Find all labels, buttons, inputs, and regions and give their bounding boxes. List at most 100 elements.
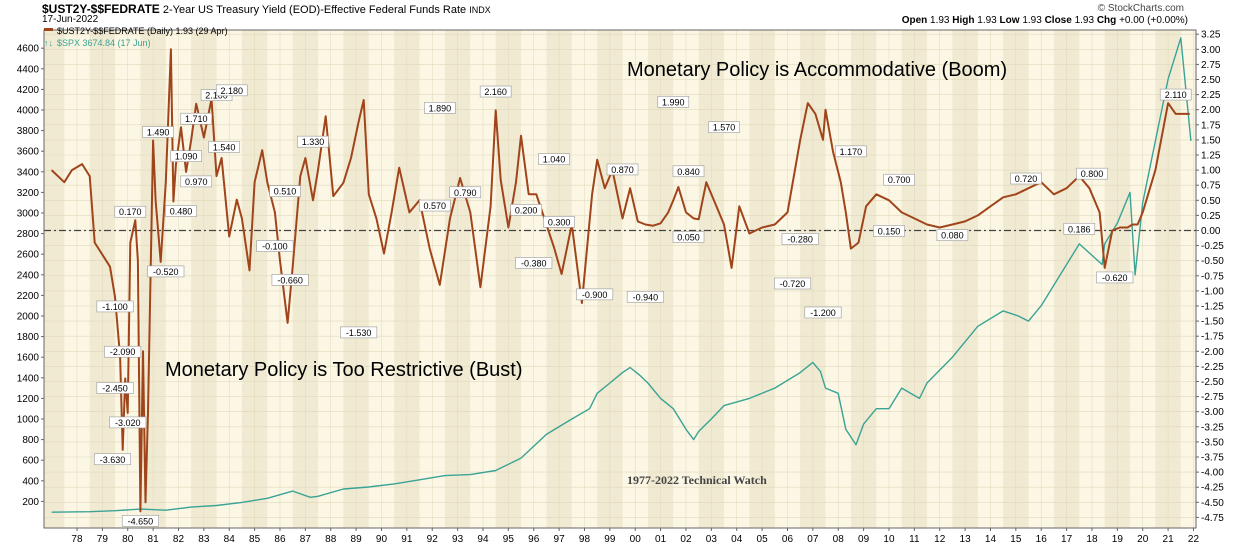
value-label-text: -2.450 — [102, 383, 128, 393]
value-label-box — [1096, 271, 1134, 284]
x-tick-label: 86 — [274, 534, 286, 545]
value-label-box — [180, 175, 213, 188]
left-tick-label: 3000 — [17, 209, 40, 220]
value-label: 0.870 — [606, 163, 639, 176]
x-tick-label: 93 — [452, 534, 464, 545]
value-label-box — [256, 240, 294, 252]
value-label-text: 0.080 — [941, 231, 964, 241]
value-label: 0.840 — [672, 165, 705, 178]
low-label: Low — [999, 15, 1020, 26]
value-label: -0.660 — [271, 274, 309, 286]
value-label-box — [576, 288, 614, 301]
left-tick-label: 2600 — [17, 250, 40, 261]
left-tick-label: 1600 — [17, 353, 40, 364]
left-tick-label: 4200 — [17, 85, 40, 96]
value-label-text: -0.380 — [521, 258, 547, 268]
right-tick-label: -4.00 — [1201, 468, 1224, 479]
x-tick-label: 10 — [883, 534, 895, 545]
low-value: 1.93 — [1022, 15, 1042, 26]
x-tick-label: 99 — [604, 534, 616, 545]
value-label-box — [170, 150, 202, 162]
open-value: 1.93 — [930, 15, 950, 26]
value-label-text: -0.940 — [633, 292, 659, 302]
x-tick-label: 17 — [1061, 534, 1073, 545]
value-label-text: 0.510 — [274, 187, 297, 197]
value-label: 1.890 — [424, 102, 456, 114]
value-label-text: 0.700 — [888, 175, 911, 185]
value-label-text: 2.160 — [484, 87, 507, 97]
x-tick-label: 00 — [630, 534, 642, 545]
x-tick-label: 90 — [376, 534, 388, 545]
value-label-box — [781, 233, 819, 245]
value-label-text: 0.300 — [548, 217, 571, 227]
left-tick-label: 2400 — [17, 270, 40, 281]
watermark: 1977-2022 Technical Watch — [627, 473, 767, 487]
value-label-box — [104, 345, 142, 358]
left-tick-label: 800 — [22, 435, 39, 446]
x-tick-label: 84 — [224, 534, 236, 545]
value-label: 0.150 — [873, 225, 905, 237]
value-label: 0.970 — [180, 175, 213, 188]
left-tick-label: 1200 — [17, 394, 40, 405]
right-tick-label: -3.75 — [1201, 453, 1224, 464]
left-tick-label: 2200 — [17, 291, 40, 302]
value-label-box — [515, 257, 553, 269]
value-label-box — [1063, 222, 1096, 235]
value-label-box — [804, 306, 842, 319]
value-label-text: 1.330 — [302, 137, 325, 147]
value-label: -0.940 — [626, 290, 664, 303]
x-tick-label: 87 — [300, 534, 312, 545]
value-label-box — [340, 326, 378, 339]
left-tick-label: 1400 — [17, 373, 40, 384]
value-label-box — [147, 265, 185, 278]
x-tick-label: 06 — [782, 534, 794, 545]
value-label: 1.090 — [170, 150, 202, 162]
value-label-text: 0.870 — [611, 165, 634, 175]
value-label-box — [297, 135, 329, 148]
value-label: -1.530 — [340, 326, 378, 339]
value-label-text: -4.650 — [128, 516, 154, 526]
value-label-text: 1.040 — [543, 155, 566, 165]
value-label-text: 1.490 — [147, 128, 170, 138]
value-label: -0.620 — [1096, 271, 1134, 284]
value-label: 0.800 — [1076, 167, 1108, 180]
value-label-box — [657, 96, 690, 108]
value-label-text: 0.800 — [1081, 169, 1104, 179]
left-tick-label: 600 — [22, 456, 39, 467]
value-label-text: -0.660 — [277, 275, 303, 285]
left-tick-label: 4600 — [17, 44, 40, 55]
value-label: 2.110 — [1159, 88, 1192, 101]
value-label-box — [109, 416, 147, 429]
value-label-box — [215, 84, 248, 97]
x-tick-label: 82 — [173, 534, 185, 545]
x-tick-label: 02 — [680, 534, 692, 545]
ohlc-readout: Open 1.93 High 1.93 Low 1.93 Close 1.93 … — [902, 15, 1188, 26]
x-tick-label: 20 — [1137, 534, 1149, 545]
right-tick-label: 0.75 — [1201, 181, 1221, 192]
value-label: -4.650 — [121, 515, 159, 527]
value-label: -0.380 — [515, 257, 553, 269]
value-label: -1.100 — [96, 300, 134, 313]
value-label: -0.100 — [256, 240, 294, 252]
right-tick-label: 2.25 — [1201, 90, 1221, 101]
value-label: 2.180 — [215, 84, 248, 97]
value-label-text: -1.200 — [810, 308, 836, 318]
value-label-text: 0.570 — [424, 201, 447, 211]
value-label-box — [418, 199, 451, 212]
value-label-text: 0.970 — [185, 177, 208, 187]
left-tick-label: 4000 — [17, 106, 40, 117]
right-tick-label: 1.75 — [1201, 120, 1221, 131]
stockcharts-credit[interactable]: © StockCharts.com — [1097, 3, 1184, 14]
value-label-text: 1.090 — [175, 152, 198, 162]
value-label-text: -0.720 — [780, 279, 806, 289]
right-tick-label: 2.75 — [1201, 60, 1221, 71]
right-tick-label: -0.25 — [1201, 241, 1224, 252]
value-label-text: -0.620 — [1102, 273, 1128, 283]
legend-spx-icon[interactable]: ↑↓ — [44, 38, 53, 48]
x-tick-label: 78 — [71, 534, 83, 545]
value-label: -0.720 — [774, 277, 812, 290]
right-tick-label: -3.00 — [1201, 407, 1224, 418]
value-label: 0.700 — [883, 173, 915, 186]
value-label: 0.186 — [1063, 222, 1096, 235]
